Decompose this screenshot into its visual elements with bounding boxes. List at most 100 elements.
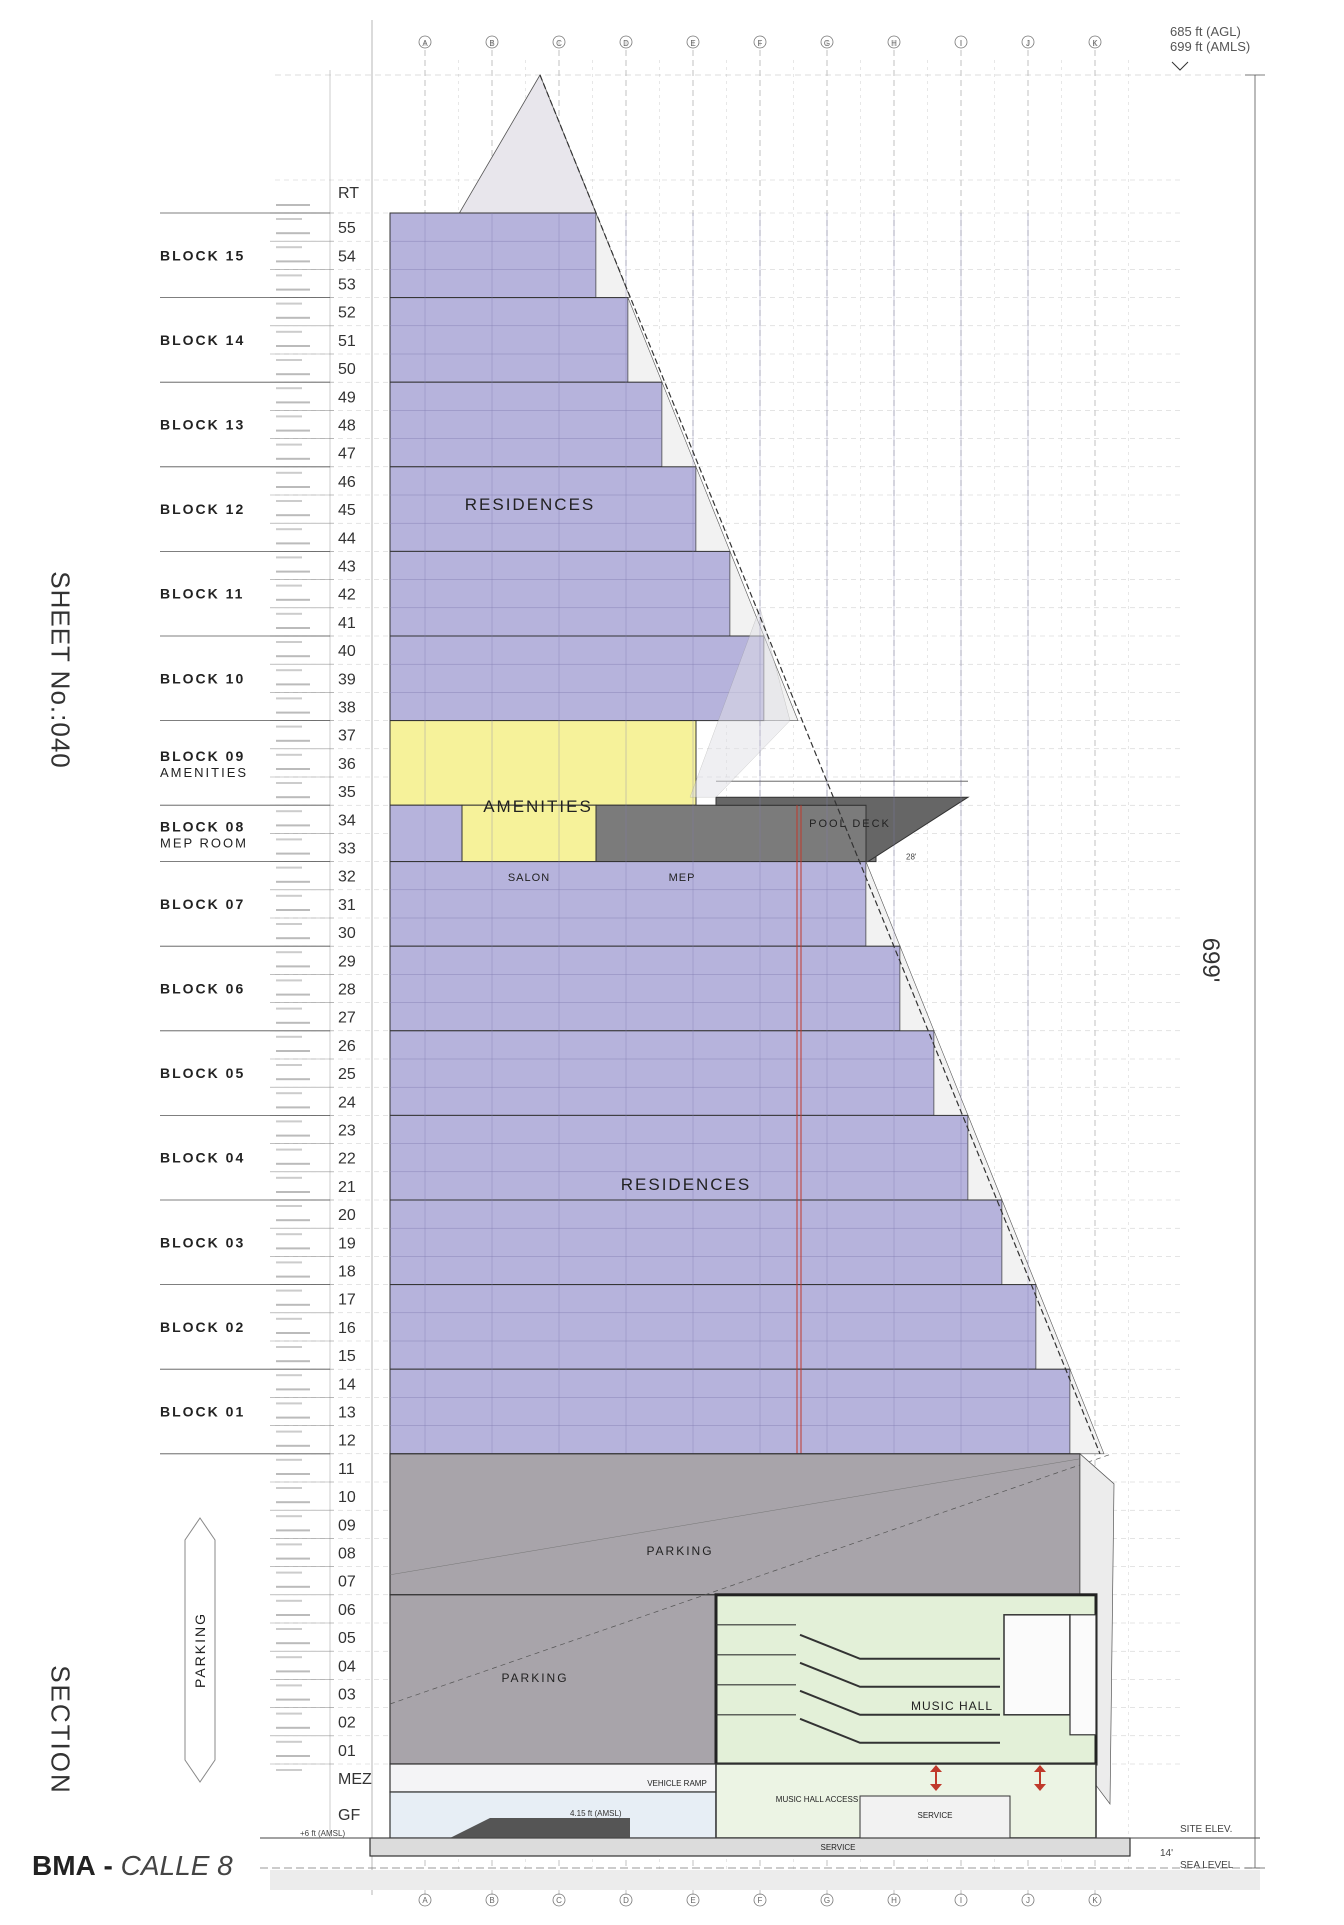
sea-level-label: SEA LEVEL [1180,1860,1234,1871]
level-label-08: 08 [338,1546,356,1563]
site-elev-label: SITE ELEV. [1180,1824,1232,1835]
block-label-3: BLOCK 03 [160,1234,245,1250]
level-label-26: 26 [338,1038,356,1055]
block-label-7: BLOCK 07 [160,896,245,912]
pool-glass-hatch [689,606,791,798]
level-elevation-note [276,1205,302,1207]
grid-label-top-b: B [489,39,494,48]
basement-ramp [450,1818,630,1838]
level-label-22: 22 [338,1151,356,1168]
level-elevation-note [276,359,302,361]
level-elevation-note [276,1162,310,1165]
grid-label-top-a: A [422,39,428,48]
level-elevation-note [276,1416,310,1419]
level-elevation-note [276,471,302,474]
level-label-42: 42 [338,587,356,604]
level-elevation-note [276,330,302,333]
level-elevation-note [276,1628,302,1630]
level-label-28: 28 [338,982,356,999]
grid-bubble-bottom-d [619,1893,633,1907]
block-sublabel-9: AMENITIES [160,765,248,780]
level-label-13: 13 [338,1405,356,1422]
level-label-31: 31 [338,897,356,914]
grid-label-top-i: I [960,39,962,48]
level-label-53: 53 [338,277,356,294]
level-elevation-note [276,1444,310,1447]
level-elevation-note [276,1035,302,1038]
residence-block-lower [389,861,867,947]
block-label-9: BLOCK 09 [160,748,245,764]
level-elevation-note [276,1261,302,1264]
sheet-number-label: SHEET No.:040 [10,520,110,820]
residence-block-upper [389,212,597,299]
level-elevation-note [276,1769,302,1771]
level-elevation-note [276,655,310,658]
level-elevation-note [276,993,310,996]
level-elevation-note [276,1458,302,1461]
level-label-21: 21 [338,1179,356,1196]
level-elevation-note [276,1501,310,1504]
level-elevation-note [276,1755,310,1757]
block-label-12: BLOCK 12 [160,501,245,517]
residence-block-upper [389,635,765,722]
level-elevation-note [276,260,310,263]
level-elevation-note [276,697,302,700]
terrace-wedge [695,466,731,552]
level-label-01: 01 [338,1743,356,1760]
block-label-2: BLOCK 02 [160,1319,245,1335]
level-elevation-note [276,1430,302,1433]
seating-tier [799,1689,1000,1716]
level-elevation-note [276,1684,302,1687]
service-label: SERVICE [918,1811,953,1820]
level-elevation-note [276,1487,302,1489]
level-label-gf: GF [338,1807,360,1824]
grid-bubble-top-c [552,35,566,49]
mep-label: MEP [669,872,696,884]
level-label-11: 11 [338,1461,355,1478]
level-elevation-note [276,641,302,643]
parking-side-label: PARKING [192,1612,208,1688]
level-elevation-note [276,514,310,517]
mep-block [595,804,877,863]
residences-upper-label: RESIDENCES [465,495,596,514]
level-elevation-note [276,768,310,770]
terrace-wedge [933,1030,969,1116]
level-elevation-note [276,288,310,291]
level-elevation-note [276,1402,302,1405]
level-elevation-note [276,1289,302,1292]
salon-label: SALON [508,872,550,884]
grid-bubble-bottom-j [1021,1893,1035,1907]
music-hall-label: MUSIC HALL [911,1699,993,1713]
level-label-39: 39 [338,671,356,688]
level-elevation-note [276,556,302,559]
terrace-wedge [627,297,663,383]
dim-6-label: +6 ft (AMSL) [300,1829,345,1838]
level-elevation-note [276,612,302,615]
level-elevation-note [276,1712,302,1715]
height-note: 685 ft (AGL) 699 ft (AMLS) [1170,24,1250,54]
grid-label-bottom-c: C [556,1896,562,1905]
grid-label-top-d: D [623,39,629,48]
level-elevation-note [276,1585,310,1588]
terrace-wedge [865,861,901,947]
level-label-54: 54 [338,248,356,265]
level-elevation-note [276,951,302,954]
foundation-slab [369,1837,1131,1857]
grid-label-top-h: H [891,39,897,48]
level-label-45: 45 [338,502,356,519]
level-label-46: 46 [338,474,356,491]
level-elevation-note [276,683,310,686]
loading-arrow-head [930,1784,942,1791]
level-elevation-note [276,1614,310,1616]
residence-block-lower [389,1030,935,1116]
grid-label-top-k: K [1092,39,1098,48]
grid-bubble-bottom-b [485,1893,499,1907]
level-elevation-note [276,725,302,728]
grid-bubble-bottom-g [820,1893,834,1907]
service-basement-label: SERVICE [821,1843,856,1852]
level-elevation-note [276,1374,302,1377]
level-elevation-note [276,866,302,869]
height-amls: 699 ft (AMLS) [1170,39,1251,54]
level-label-23: 23 [338,1123,356,1140]
level-elevation-note [276,1007,302,1010]
